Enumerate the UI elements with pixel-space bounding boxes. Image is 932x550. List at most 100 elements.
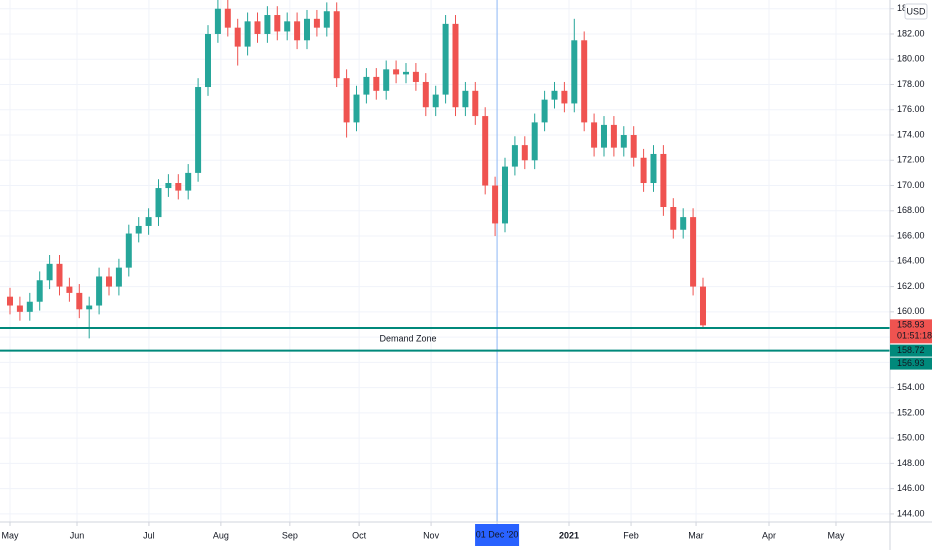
candle-body <box>571 40 578 104</box>
candle-body <box>620 135 627 148</box>
x-tick-label: Oct <box>352 530 367 540</box>
candle-body <box>125 233 132 268</box>
candle-body <box>581 40 588 123</box>
y-tick-label: 152.00 <box>897 407 925 417</box>
y-tick-label: 160.00 <box>897 306 925 316</box>
y-tick-label: 146.00 <box>897 483 925 493</box>
candle-body <box>699 286 706 326</box>
candle-body <box>254 21 261 34</box>
candle-body <box>462 90 469 108</box>
y-tick-label: 180.00 <box>897 54 925 64</box>
candle-body <box>185 172 192 191</box>
candle-body <box>412 71 419 82</box>
level-tag <box>890 357 932 370</box>
candle-body <box>323 11 330 28</box>
y-tick-label: 148.00 <box>897 458 925 468</box>
y-tick-label: 176.00 <box>897 104 925 114</box>
x-tick-label: Sep <box>282 530 298 540</box>
x-tick-label: 2021 <box>559 530 579 540</box>
candle-body <box>610 124 617 148</box>
y-tick-label: 172.00 <box>897 155 925 165</box>
candle-body <box>244 21 251 47</box>
x-tick-label: Nov <box>423 530 440 540</box>
currency-box <box>904 3 928 20</box>
candle-body <box>363 76 370 95</box>
candle-body <box>46 263 53 281</box>
y-tick-label: 174.00 <box>897 129 925 139</box>
candle-body <box>204 33 211 88</box>
candle-body <box>175 183 182 191</box>
candle-body <box>353 94 360 123</box>
level-tag <box>890 344 932 357</box>
candle-body <box>135 225 142 234</box>
candle-body <box>145 217 152 226</box>
candle-body <box>16 305 23 312</box>
candle-body <box>105 276 112 287</box>
y-tick-label: 150.00 <box>897 433 925 443</box>
candle-body <box>422 81 429 108</box>
y-tick-label: 162.00 <box>897 281 925 291</box>
x-tick-label: Mar <box>688 530 704 540</box>
candle-body <box>343 78 350 123</box>
candle-body <box>561 90 568 104</box>
candle-body <box>155 188 162 218</box>
candle-body <box>432 94 439 108</box>
currency-label: USD <box>906 6 926 16</box>
x-tick-label: Apr <box>762 530 776 540</box>
x-tick-label: May <box>1 530 19 540</box>
candle-body <box>511 145 518 167</box>
candle-body <box>195 87 202 173</box>
candle-body <box>670 207 677 230</box>
candle-body <box>6 296 13 306</box>
y-tick-label: 144.00 <box>897 508 925 518</box>
candle-body <box>472 90 479 117</box>
candle-body <box>264 15 271 34</box>
candle-body <box>26 301 33 312</box>
last-price-label: 158.93 <box>897 320 925 330</box>
x-tick-label: May <box>827 530 845 540</box>
candle-body <box>224 8 231 28</box>
candle-body <box>76 292 83 310</box>
candle-body <box>294 21 301 41</box>
candle-body <box>630 135 637 158</box>
candle-body <box>521 145 528 161</box>
annotation: Demand Zone <box>379 334 436 344</box>
last-price-tag <box>890 319 932 344</box>
x-tick-label: Feb <box>623 530 639 540</box>
candle-body <box>66 286 73 293</box>
candle-body <box>383 69 390 91</box>
candle-body <box>402 71 409 75</box>
y-tick-label: 164.00 <box>897 256 925 266</box>
crosshair-label: 01 Dec '20 <box>476 529 519 539</box>
candle-body <box>551 90 558 100</box>
candle-body <box>541 99 548 123</box>
candle-body <box>86 305 93 310</box>
axes: 144.00 146.00 148.00 150.00 152.00 154.00 156.… <box>1 3 932 546</box>
y-tick-label: 168.00 <box>897 205 925 215</box>
candle-body <box>373 76 380 91</box>
candle-body <box>591 122 598 148</box>
y-tick-label: 154.00 <box>897 382 925 392</box>
candle-body <box>680 217 687 230</box>
level-tag-label: 156.93 <box>897 358 925 368</box>
y-tick-label: 170.00 <box>897 180 925 190</box>
candle-body <box>482 116 489 186</box>
y-tick-label: 166.00 <box>897 230 925 240</box>
candle-body <box>303 18 310 41</box>
x-tick-label: Aug <box>213 530 229 540</box>
candle-body <box>214 8 221 34</box>
candle-body <box>442 23 449 95</box>
candle-body <box>393 69 400 75</box>
crosshair-label-bg <box>475 524 520 546</box>
candle-body <box>501 166 508 224</box>
candle-body <box>333 11 340 79</box>
candle-body <box>274 15 281 32</box>
candle-body <box>452 23 459 108</box>
candle-body <box>492 185 499 224</box>
x-tick-label: Jun <box>70 530 85 540</box>
level-tag-label: 158.72 <box>897 345 925 355</box>
plot: Demand Zone <box>0 0 890 522</box>
x-tick-label: Jul <box>143 530 155 540</box>
